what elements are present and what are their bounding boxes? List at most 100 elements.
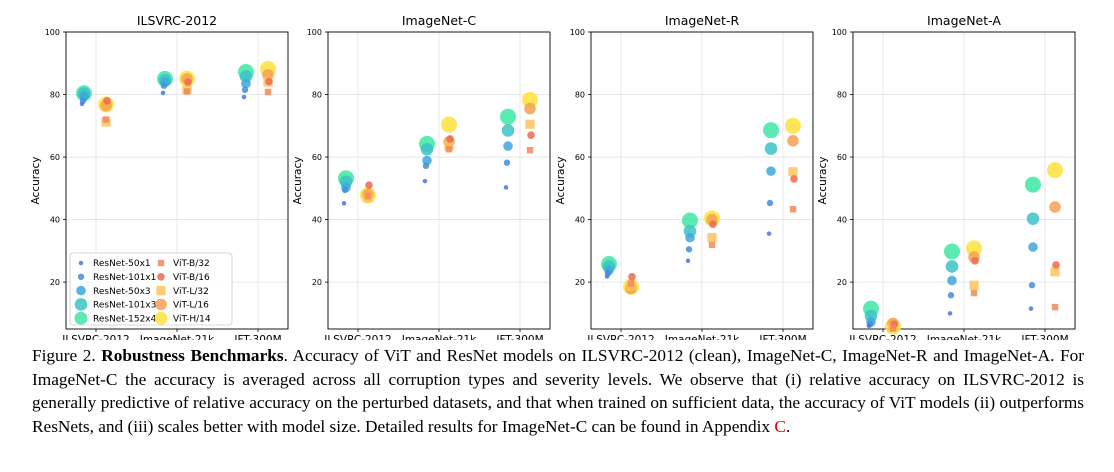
chart-panel-ilsvrc-2012: ILSVRC-2012 20 40 60 80 100 ILSVRC-2012 ImageNe…	[30, 13, 289, 340]
y-tick-label: 20	[50, 278, 60, 287]
point-vit-b-16-ilsvrc-2012	[628, 272, 636, 281]
y-axis-label: Accuracy	[817, 157, 829, 205]
point-resnet-101x1-imagenet-21k	[422, 162, 430, 170]
point-vit-b-16-jft-300m	[265, 77, 273, 86]
figure-caption: Figure 2. Robustness Benchmarks. Accurac…	[32, 344, 1084, 438]
point-vit-h-14-jft-300m	[1047, 162, 1063, 179]
point-vit-b-32-ilsvrc-2012	[102, 116, 110, 123]
x-tick-label-jft-300m: JFT-300M	[1020, 334, 1068, 340]
caption-text: . Accuracy of ViT and ResNet models on I…	[32, 346, 1084, 436]
y-tick-label: 20	[575, 278, 585, 287]
point-resnet-101x1-jft-300m	[241, 86, 249, 94]
x-tick-label-jft-300m: JFT-300M	[495, 334, 543, 340]
point-resnet-50x1-jft-300m	[1028, 306, 1034, 311]
point-vit-b-16-jft-300m	[790, 175, 798, 183]
y-axis-label: Accuracy	[292, 157, 304, 205]
legend-label-vit-h-14: ViT-H/14	[173, 314, 211, 324]
point-vit-b-32-imagenet-21k	[970, 289, 978, 297]
legend-marker-vit-l-32	[156, 286, 166, 296]
x-tick-label-jft-300m: JFT-300M	[233, 334, 281, 340]
caption-figure-number: Figure 2.	[32, 346, 96, 365]
y-axis-label: Accuracy	[30, 157, 42, 205]
point-vit-b-32-ilsvrc-2012	[889, 325, 897, 332]
point-vit-l-32-jft-300m	[1050, 267, 1060, 277]
point-vit-b-32-jft-300m	[526, 146, 534, 154]
y-tick-label: 40	[50, 216, 60, 225]
point-resnet-101x3-imagenet-21k	[945, 260, 959, 273]
chart-title: ImageNet-C	[402, 13, 477, 28]
point-vit-b-16-imagenet-21k	[971, 257, 979, 265]
legend-marker-vit-l-16	[155, 298, 167, 311]
y-tick-label: 60	[575, 153, 585, 162]
x-tick-label-ilsvrc-2012: ILSVRC-2012	[849, 334, 916, 340]
y-tick-label: 40	[312, 216, 322, 225]
chart-title: ImageNet-A	[927, 13, 1001, 28]
point-resnet-50x1-imagenet-21k	[685, 258, 691, 264]
point-resnet-101x3-jft-300m	[501, 124, 515, 137]
point-resnet-50x1-ilsvrc-2012	[79, 101, 85, 107]
legend-marker-resnet-152x4	[74, 311, 88, 325]
point-resnet-152x4-jft-300m	[763, 122, 779, 139]
point-vit-h-14-jft-300m	[522, 91, 538, 108]
y-tick-label: 100	[570, 28, 585, 37]
legend-marker-resnet-101x1	[77, 273, 85, 280]
point-resnet-152x4-imagenet-21k	[682, 212, 698, 229]
y-tick-label: 20	[837, 278, 847, 287]
y-tick-label: 100	[307, 28, 322, 37]
legend-label-resnet-101x3: ResNet-101x3	[93, 301, 156, 311]
legend-label-resnet-101x1: ResNet-101x1	[93, 273, 156, 283]
legend-marker-vit-b-16	[157, 273, 165, 281]
y-tick-label: 60	[837, 153, 847, 162]
point-resnet-152x4-jft-300m	[1025, 176, 1041, 193]
y-tick-label: 80	[837, 91, 847, 100]
point-resnet-101x3-jft-300m	[764, 142, 778, 155]
y-tick-label: 80	[575, 91, 585, 100]
point-resnet-50x1-imagenet-21k	[160, 90, 166, 96]
point-resnet-152x4-jft-300m	[500, 108, 516, 125]
legend-frame	[69, 252, 233, 326]
point-vit-l-32-imagenet-21k	[969, 280, 979, 290]
point-resnet-50x1-imagenet-21k	[947, 311, 953, 316]
point-resnet-50x3-imagenet-21k	[685, 232, 695, 243]
chart-title: ILSVRC-2012	[137, 13, 217, 28]
legend-label-resnet-50x1: ResNet-50x1	[93, 259, 151, 269]
point-vit-l-32-imagenet-21k	[707, 233, 717, 243]
caption-end: .	[785, 416, 791, 436]
y-tick-label: 40	[837, 216, 847, 225]
point-resnet-50x3-jft-300m	[241, 78, 251, 89]
legend-label-resnet-50x3: ResNet-50x3	[93, 287, 151, 297]
point-vit-l-16-jft-300m	[787, 134, 799, 147]
point-resnet-50x1-jft-300m	[766, 231, 772, 236]
chart-panel-imagenet-c: ImageNet-C 20 40 60 80 100 ILSVRC-2012 ImageNet…	[292, 13, 551, 340]
legend-label-vit-b-32: ViT-B/32	[173, 259, 210, 269]
legend-marker-vit-h-14	[154, 311, 168, 325]
caption-appendix-link[interactable]: C	[774, 416, 786, 436]
y-axis-label: Accuracy	[555, 157, 567, 205]
point-vit-b-16-imagenet-21k	[184, 78, 192, 86]
legend: ResNet-50x1 ResNet-101x1 ResNet-50x3 ResNet…	[69, 252, 233, 326]
point-resnet-101x1-imagenet-21k	[160, 82, 168, 89]
point-resnet-101x1-imagenet-21k	[685, 246, 693, 253]
legend-marker-resnet-101x3	[74, 298, 88, 311]
point-vit-b-16-ilsvrc-2012	[103, 96, 111, 105]
y-tick-label: 80	[50, 91, 60, 100]
point-vit-l-16-jft-300m	[524, 102, 536, 115]
point-vit-b-16-jft-300m	[527, 131, 535, 139]
legend-marker-resnet-50x3	[76, 285, 86, 296]
x-tick-label-ilsvrc-2012: ILSVRC-2012	[587, 334, 654, 340]
y-tick-label: 20	[312, 278, 322, 287]
point-resnet-50x3-jft-300m	[766, 166, 776, 176]
point-vit-h-14-jft-300m	[785, 117, 801, 134]
point-resnet-101x3-imagenet-21k	[420, 142, 434, 156]
point-resnet-50x1-jft-300m	[241, 94, 247, 100]
point-vit-b-16-imagenet-21k	[709, 220, 717, 229]
chart-panel-imagenet-r: ImageNet-R 20 40 60 80 100 ILSVRC-2012 ImageNet…	[555, 13, 814, 340]
point-vit-b-32-jft-300m	[264, 88, 272, 96]
point-vit-l-32-jft-300m	[525, 119, 535, 129]
point-vit-b-16-jft-300m	[1052, 261, 1060, 269]
legend-marker-vit-b-32	[157, 259, 165, 267]
point-vit-h-14-imagenet-21k	[966, 240, 982, 257]
point-resnet-50x3-jft-300m	[1028, 242, 1038, 252]
x-tick-label-jft-300m: JFT-300M	[758, 334, 806, 340]
x-tick-label-imagenet-21k: ImageNet-21k	[927, 334, 1002, 340]
